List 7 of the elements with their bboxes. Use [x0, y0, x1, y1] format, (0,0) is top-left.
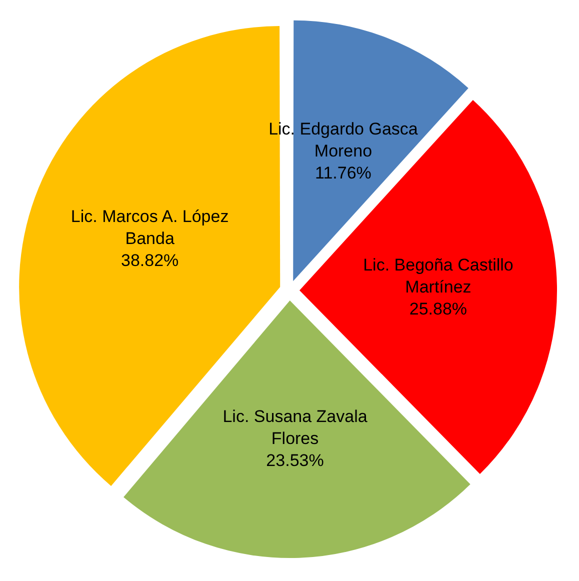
- data-label: 11.76%: [315, 163, 372, 182]
- data-label: 38.82%: [120, 251, 179, 270]
- data-label: 23.53%: [266, 450, 324, 470]
- data-label: 25.88%: [409, 299, 468, 318]
- slice-label: Lic. Begoña Castillo Martínez: [363, 255, 514, 296]
- slice-label: Lic. Marcos A. López Banda: [70, 207, 229, 248]
- slice-label: Lic. Susana Zavala Flores: [222, 406, 368, 448]
